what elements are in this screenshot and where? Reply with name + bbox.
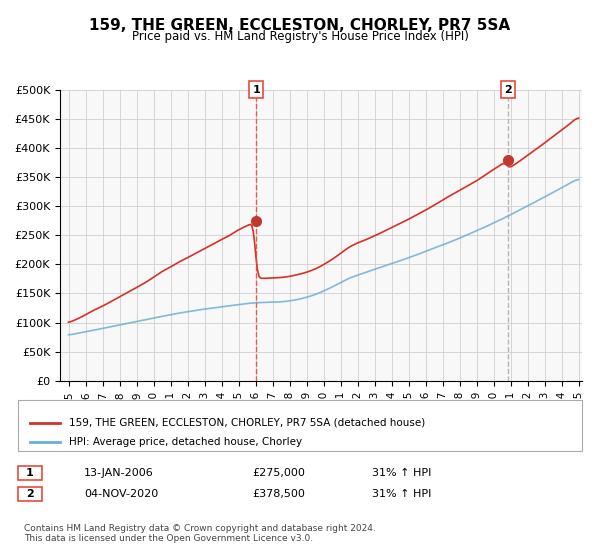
Text: Price paid vs. HM Land Registry's House Price Index (HPI): Price paid vs. HM Land Registry's House … xyxy=(131,30,469,43)
Text: HPI: Average price, detached house, Chorley: HPI: Average price, detached house, Chor… xyxy=(69,437,302,447)
Text: 31% ↑ HPI: 31% ↑ HPI xyxy=(372,468,431,478)
Text: 31% ↑ HPI: 31% ↑ HPI xyxy=(372,489,431,499)
Text: Contains HM Land Registry data © Crown copyright and database right 2024.
This d: Contains HM Land Registry data © Crown c… xyxy=(24,524,376,543)
Text: 1: 1 xyxy=(26,468,34,478)
Text: 159, THE GREEN, ECCLESTON, CHORLEY, PR7 5SA (detached house): 159, THE GREEN, ECCLESTON, CHORLEY, PR7 … xyxy=(69,418,425,428)
Text: 04-NOV-2020: 04-NOV-2020 xyxy=(84,489,158,499)
Text: £275,000: £275,000 xyxy=(252,468,305,478)
Text: 2: 2 xyxy=(504,85,512,95)
Text: 2: 2 xyxy=(26,489,34,499)
Text: 159, THE GREEN, ECCLESTON, CHORLEY, PR7 5SA: 159, THE GREEN, ECCLESTON, CHORLEY, PR7 … xyxy=(89,18,511,32)
Text: £378,500: £378,500 xyxy=(252,489,305,499)
Text: 13-JAN-2006: 13-JAN-2006 xyxy=(84,468,154,478)
Text: 1: 1 xyxy=(253,85,260,95)
